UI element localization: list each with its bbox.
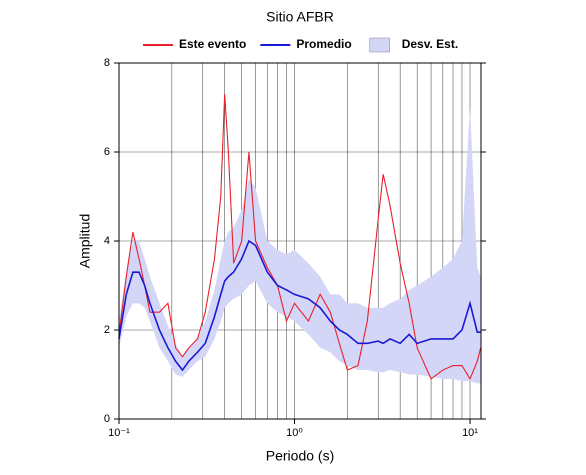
x-tick-label: 10⁰	[286, 427, 303, 439]
chart-title: Sitio AFBR	[266, 9, 334, 25]
legend-swatch	[369, 37, 390, 53]
y-tick-label: 0	[104, 413, 110, 425]
legend-label: Promedio	[296, 37, 351, 51]
plot-area	[118, 94, 482, 384]
y-tick-label: 4	[104, 235, 110, 247]
x-tick-label: 10¹	[462, 427, 478, 439]
x-tick-label: 10⁻¹	[108, 427, 130, 439]
x-axis-label: Periodo (s)	[266, 448, 334, 464]
std-band	[119, 107, 481, 384]
plot-frame	[118, 62, 482, 420]
y-tick-label: 8	[104, 57, 110, 69]
legend-label: Este evento	[179, 37, 246, 51]
y-tick-label: 2	[104, 324, 110, 336]
series-line	[118, 239, 481, 372]
y-tick-label: 6	[104, 146, 110, 158]
legend: Este evento Promedio Desv. Est.	[143, 37, 458, 53]
y-axis-label: Amplitud	[77, 214, 93, 268]
legend-label: Desv. Est.	[402, 37, 458, 51]
